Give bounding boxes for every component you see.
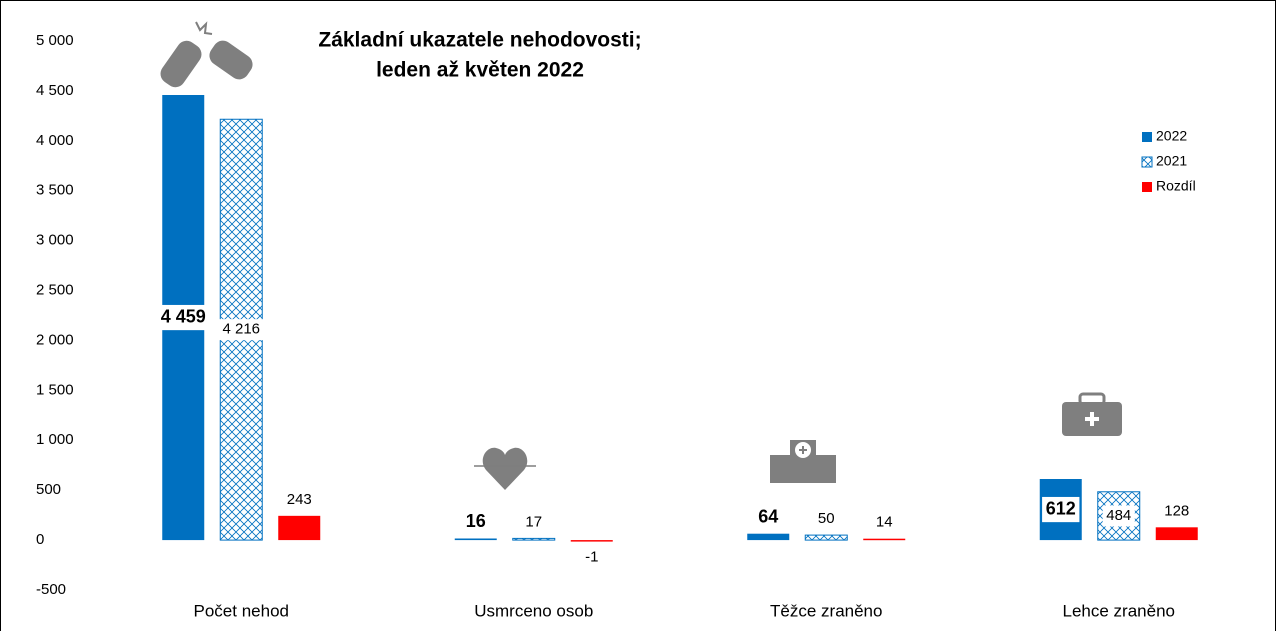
data-label: 484 (1106, 507, 1131, 524)
chart-title: leden až květen 2022 (376, 59, 584, 82)
legend-label: 2021 (1156, 153, 1187, 169)
y-tick-label: 5 000 (36, 32, 74, 49)
legend-swatch (1142, 132, 1152, 142)
y-tick-label: 2 000 (36, 331, 74, 348)
x-tick-label: Těžce zraněno (770, 601, 882, 620)
data-label: 612 (1046, 498, 1076, 518)
hospital-icon (770, 440, 836, 483)
data-label: 4 216 (222, 321, 260, 338)
bar (278, 515, 321, 541)
data-label: 14 (876, 514, 893, 531)
legend-label: 2022 (1156, 128, 1187, 144)
y-tick-label: 500 (36, 481, 61, 498)
data-label: 64 (758, 506, 778, 526)
bar (863, 538, 906, 541)
y-tick-label: 4 000 (36, 132, 74, 149)
y-tick-label: -500 (36, 581, 66, 598)
bar (454, 538, 497, 541)
bar (804, 534, 848, 541)
data-label: 16 (466, 511, 486, 531)
bar (512, 537, 556, 541)
label-bg (216, 319, 266, 341)
icons (160, 21, 1122, 490)
chart-title: Základní ukazatele nehodovosti; (318, 29, 641, 52)
heart-icon (482, 447, 528, 490)
y-tick-label: 3 500 (36, 182, 74, 199)
legend-label: Rozdíl (1156, 178, 1196, 194)
y-tick-label: 4 500 (36, 82, 74, 99)
bar (570, 540, 613, 542)
car-icon (160, 21, 253, 88)
bar (1155, 527, 1198, 541)
bar (747, 533, 790, 541)
label-bg (154, 304, 213, 331)
label-bg (1042, 496, 1080, 523)
data-label: 4 459 (161, 306, 206, 326)
legend-swatch (1141, 156, 1153, 168)
data-label: 243 (287, 491, 312, 508)
data-label: 50 (818, 510, 835, 527)
label-bg (1102, 505, 1135, 527)
x-tick-label: Usmrceno osob (474, 601, 593, 620)
y-tick-label: 2 500 (36, 282, 74, 299)
data-label: 17 (525, 513, 542, 530)
medkit-icon (1062, 392, 1122, 436)
data-label: 128 (1164, 502, 1189, 519)
y-tick-label: 1 500 (36, 381, 74, 398)
y-tick-label: 3 000 (36, 232, 74, 249)
data-label: -1 (585, 549, 598, 566)
legend-swatch (1142, 182, 1152, 192)
y-tick-label: 0 (36, 531, 44, 548)
x-tick-label: Počet nehod (194, 601, 289, 620)
y-tick-label: 1 000 (36, 431, 74, 448)
x-tick-label: Lehce zraněno (1063, 601, 1175, 620)
